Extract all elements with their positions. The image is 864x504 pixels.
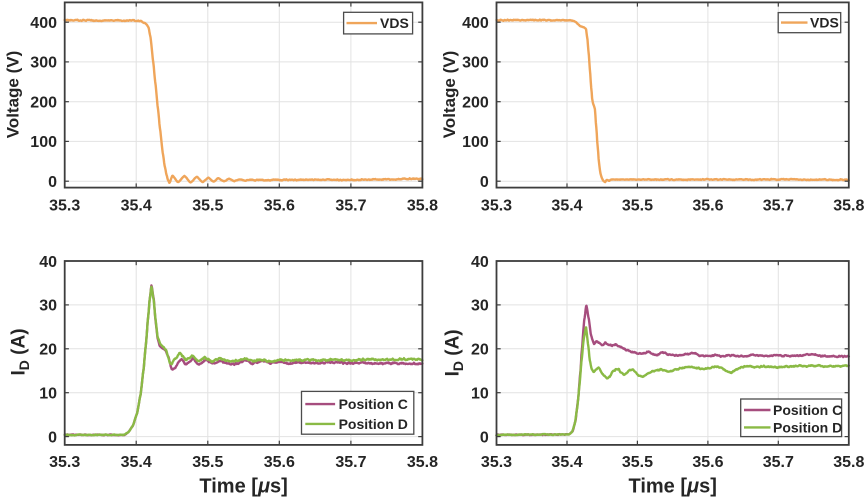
svg-text:0: 0 [480,429,489,446]
svg-text:300: 300 [462,55,489,72]
svg-text:100: 100 [30,134,57,151]
svg-text:35.6: 35.6 [264,454,295,471]
svg-text:35.8: 35.8 [833,454,864,471]
svg-text:35.8: 35.8 [407,454,438,471]
svg-text:35.6: 35.6 [264,198,295,215]
svg-text:40: 40 [39,254,57,271]
svg-text:VDS: VDS [810,15,839,31]
svg-text:35.4: 35.4 [551,454,582,471]
svg-text:35.7: 35.7 [763,198,794,215]
svg-text:Voltage (V): Voltage (V) [440,51,459,139]
svg-text:Position C: Position C [339,396,408,412]
svg-text:35.6: 35.6 [692,454,723,471]
svg-text:35.3: 35.3 [481,198,512,215]
svg-text:200: 200 [30,95,57,112]
svg-text:Position D: Position D [339,416,408,432]
svg-text:35.8: 35.8 [407,198,438,215]
svg-text:35.5: 35.5 [192,198,223,215]
svg-text:300: 300 [30,55,57,72]
svg-text:0: 0 [48,174,57,191]
svg-text:40: 40 [471,254,489,271]
svg-text:35.3: 35.3 [49,198,80,215]
svg-text:35.5: 35.5 [622,198,653,215]
svg-text:Voltage (V): Voltage (V) [4,51,23,139]
svg-text:30: 30 [39,298,57,315]
svg-text:Position C: Position C [773,402,842,418]
svg-text:35.8: 35.8 [833,198,864,215]
svg-text:Time [μs]: Time [μs] [628,476,716,498]
svg-text:20: 20 [471,342,489,359]
svg-text:35.7: 35.7 [763,454,794,471]
svg-text:35.5: 35.5 [622,454,653,471]
svg-text:35.4: 35.4 [121,198,152,215]
svg-text:20: 20 [39,342,57,359]
svg-text:10: 10 [39,386,57,403]
svg-text:400: 400 [462,15,489,32]
svg-text:10: 10 [471,386,489,403]
svg-text:Time [μs]: Time [μs] [199,476,287,498]
svg-text:35.4: 35.4 [121,454,152,471]
svg-text:35.4: 35.4 [551,198,582,215]
svg-text:35.7: 35.7 [335,454,366,471]
svg-text:35.5: 35.5 [192,454,223,471]
svg-text:35.3: 35.3 [481,454,512,471]
svg-text:Position D: Position D [773,419,842,435]
svg-text:400: 400 [30,15,57,32]
svg-text:200: 200 [462,95,489,112]
svg-text:30: 30 [471,298,489,315]
svg-text:0: 0 [48,429,57,446]
svg-text:VDS: VDS [380,15,409,31]
svg-text:35.7: 35.7 [335,198,366,215]
svg-text:35.3: 35.3 [49,454,80,471]
svg-text:0: 0 [480,174,489,191]
svg-text:100: 100 [462,134,489,151]
svg-text:35.6: 35.6 [692,198,723,215]
